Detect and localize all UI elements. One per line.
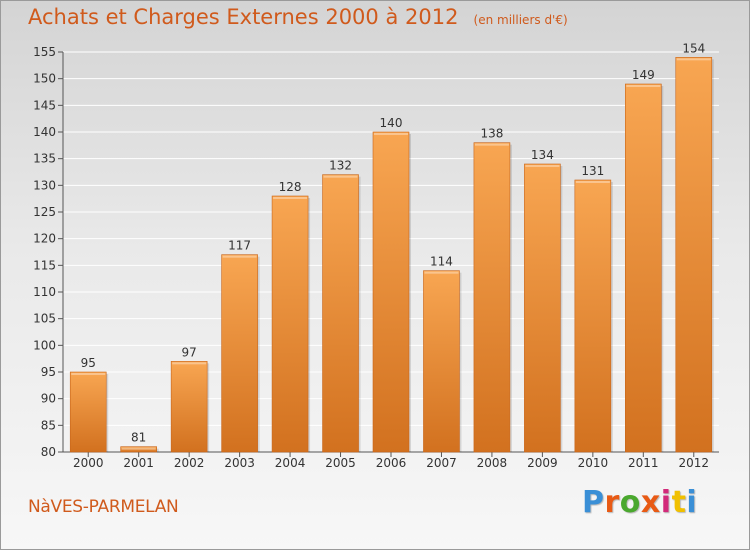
y-tick-label: 150 [33, 72, 56, 86]
x-tick-label: 2010 [578, 456, 609, 470]
x-tick-label: 2005 [325, 456, 356, 470]
value-label: 132 [329, 159, 352, 173]
x-tick-label: 2006 [376, 456, 407, 470]
title-row: Achats et Charges Externes 2000 à 2012 (… [28, 5, 568, 29]
x-tick-label: 2012 [678, 456, 709, 470]
bar-highlight [172, 362, 207, 365]
bar-highlight [424, 271, 459, 274]
y-tick-label: 145 [33, 98, 56, 112]
bar-2007 [423, 270, 460, 453]
bar-2001 [120, 446, 157, 453]
y-tick-label: 110 [33, 285, 56, 299]
value-label: 138 [480, 127, 503, 141]
x-tick-label: 2009 [527, 456, 558, 470]
bar-highlight [323, 175, 358, 178]
x-tick-label: 2000 [73, 456, 104, 470]
y-tick-label: 90 [41, 392, 56, 406]
bar-2006 [372, 131, 410, 453]
x-tick-label: 2007 [426, 456, 457, 470]
bar-highlight [222, 255, 257, 258]
chart-title: Achats et Charges Externes 2000 à 2012 [28, 5, 459, 29]
bar-highlight [626, 85, 661, 87]
y-tick-label: 135 [33, 152, 56, 166]
bar-highlight [676, 58, 711, 61]
bar-highlight [71, 373, 106, 375]
x-tick-label: 2008 [477, 456, 508, 470]
value-label: 117 [228, 239, 251, 253]
x-tick-label: 2011 [628, 456, 659, 470]
bar-2012 [675, 57, 713, 453]
x-tick-label: 2004 [275, 456, 306, 470]
value-label: 95 [81, 356, 96, 370]
y-tick-label: 80 [41, 445, 56, 459]
logo-letter: r [604, 485, 620, 520]
value-label: 149 [632, 68, 655, 82]
bar-2003 [221, 254, 258, 453]
value-label: 131 [581, 164, 604, 178]
logo-letter: i [660, 485, 672, 520]
x-tick-label: 2003 [224, 456, 255, 470]
logo-letter: o [619, 485, 641, 520]
bar-highlight [374, 133, 408, 135]
bar-2004 [271, 195, 309, 453]
value-label: 97 [182, 345, 197, 359]
bar-2011 [625, 83, 662, 453]
logo-letter: i [686, 485, 698, 520]
y-tick-label: 115 [33, 258, 56, 272]
bar-highlight [474, 143, 509, 146]
logo-letter: P [582, 485, 605, 520]
bar-2005 [322, 174, 359, 453]
value-label: 140 [380, 116, 403, 130]
bar-2000 [69, 371, 107, 453]
bar-2009 [524, 163, 561, 453]
y-tick-label: 130 [33, 178, 56, 192]
value-label: 134 [531, 148, 554, 162]
y-tick-label: 155 [33, 45, 56, 59]
y-tick-label: 85 [41, 418, 56, 432]
value-label: 114 [430, 255, 453, 269]
chart-subtitle: (en milliers d'€) [473, 13, 568, 27]
bar-2010 [574, 179, 612, 453]
bar-highlight [273, 197, 308, 199]
bar-highlight [121, 447, 156, 450]
bars [69, 57, 714, 453]
logo-letter: t [671, 485, 687, 520]
bar-highlight [575, 181, 610, 183]
y-tick-label: 125 [33, 205, 56, 219]
labels: 80 85 90 95 100 105 110 115 120 125 130 135 140 145 15… [33, 41, 709, 470]
value-label: 81 [131, 431, 146, 445]
y-tick-label: 95 [41, 365, 56, 379]
bar-2008 [473, 142, 511, 453]
bar-2002 [170, 361, 208, 453]
value-label: 154 [682, 41, 705, 55]
logo-letter: x [640, 485, 661, 520]
y-tick-label: 140 [33, 125, 56, 139]
place-name: NàVES-PARMELAN [28, 497, 179, 517]
bar-highlight [525, 165, 560, 167]
y-tick-label: 100 [33, 338, 56, 352]
x-tick-label: 2001 [123, 456, 154, 470]
x-tick-label: 2002 [174, 456, 205, 470]
y-tick-label: 120 [33, 232, 56, 246]
y-tick-label: 105 [33, 312, 56, 326]
proxiti-logo: Proxiti [582, 485, 697, 520]
value-label: 128 [279, 180, 302, 194]
